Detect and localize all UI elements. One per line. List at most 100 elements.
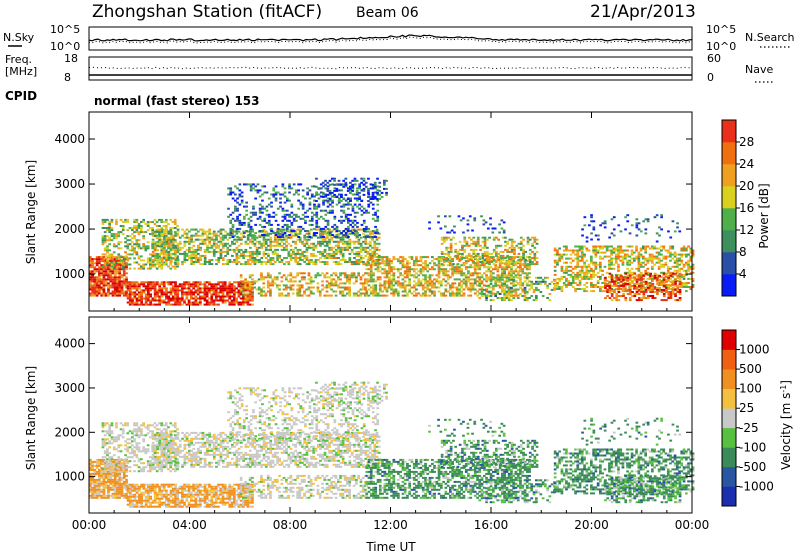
power-cell — [373, 244, 377, 247]
power-cell — [140, 291, 143, 294]
power-cell — [385, 264, 389, 267]
noise-left-tick-bottom: 10^0 — [50, 40, 80, 53]
power-cell — [172, 244, 175, 247]
power-cell — [183, 283, 186, 286]
power-cell — [351, 205, 355, 208]
power-cell — [424, 294, 427, 297]
power-cell — [608, 249, 611, 252]
power-cell — [253, 259, 257, 261]
power-cell — [113, 256, 117, 259]
power-cell — [324, 195, 328, 198]
power-cell — [246, 242, 250, 245]
power-cell — [583, 253, 586, 256]
power-cell — [651, 255, 654, 258]
power-cell — [103, 261, 107, 264]
power-cell — [117, 255, 121, 258]
power-cell — [235, 257, 239, 259]
power-cell — [267, 259, 270, 261]
power-cell — [348, 244, 352, 247]
power-cell — [608, 245, 611, 248]
power-cell — [323, 238, 327, 241]
power-cell — [247, 234, 251, 236]
power-cell — [298, 238, 302, 241]
power-cell — [98, 260, 101, 263]
power-cell — [331, 201, 334, 204]
power-cell — [89, 286, 92, 289]
power-cell — [197, 246, 200, 249]
power-cell — [519, 280, 522, 283]
power-cell — [532, 282, 536, 285]
power-cell — [442, 292, 445, 295]
power-cell — [346, 242, 349, 245]
power-cell — [282, 274, 286, 277]
power-cell — [111, 270, 115, 273]
power-cell — [495, 246, 498, 249]
power-cell — [657, 267, 661, 270]
power-cell — [585, 286, 589, 288]
power-cell — [217, 234, 221, 237]
power-cell — [535, 261, 539, 263]
power-cell — [305, 257, 309, 259]
power-cell — [505, 268, 509, 271]
power-cell — [388, 258, 391, 261]
power-cell — [323, 240, 327, 243]
power-cell — [283, 236, 286, 239]
power-cell — [131, 241, 134, 244]
power-cell — [528, 284, 531, 287]
power-cell — [662, 286, 666, 288]
power-cell — [224, 244, 227, 247]
power-cell — [440, 258, 443, 261]
power-cell — [288, 225, 291, 228]
power-cell — [110, 239, 114, 242]
power-cell — [187, 301, 191, 304]
power-cell — [644, 245, 647, 248]
power-cell — [375, 238, 379, 241]
power-cell — [369, 286, 373, 289]
power-cell — [283, 238, 286, 241]
power-cell — [435, 258, 439, 261]
power-cell — [165, 232, 169, 235]
power-cell — [390, 270, 393, 273]
power-cell — [569, 261, 573, 264]
power-cell — [569, 249, 573, 252]
power-cell — [246, 238, 250, 241]
power-cell — [111, 284, 115, 287]
power-cell — [608, 265, 611, 268]
power-cell — [514, 256, 518, 259]
power-cell — [365, 264, 369, 267]
power-cell — [210, 303, 214, 306]
power-cell — [231, 232, 234, 235]
power-cell — [574, 249, 577, 252]
power-cell — [106, 247, 109, 250]
power-cell — [637, 251, 641, 254]
power-cell — [215, 242, 218, 245]
power-cell — [406, 266, 409, 269]
power-cell — [287, 292, 290, 295]
power-cell — [257, 278, 261, 281]
power-cell — [571, 282, 575, 284]
power-cell — [219, 248, 223, 251]
power-cell — [223, 301, 227, 304]
power-cell — [455, 272, 459, 275]
power-cell — [190, 254, 193, 257]
power-cell — [263, 234, 267, 236]
power-cell — [163, 257, 166, 259]
power-cell — [229, 189, 233, 192]
power-cell — [328, 211, 332, 214]
power-cell — [476, 284, 479, 287]
power-cell — [118, 288, 122, 291]
power-cell — [235, 254, 239, 257]
power-cell — [590, 255, 593, 258]
power-cell — [301, 254, 304, 257]
power-cell — [339, 263, 343, 266]
power-cell — [122, 274, 126, 277]
power-cell — [633, 251, 636, 254]
power-cell — [349, 191, 352, 194]
power-cell — [285, 238, 288, 241]
power-cell — [196, 289, 200, 292]
noise-left-tick-top: 10^5 — [50, 23, 80, 36]
power-cell — [437, 258, 441, 261]
power-cell — [251, 292, 254, 295]
power-cell — [264, 238, 268, 241]
power-cell — [107, 268, 110, 271]
